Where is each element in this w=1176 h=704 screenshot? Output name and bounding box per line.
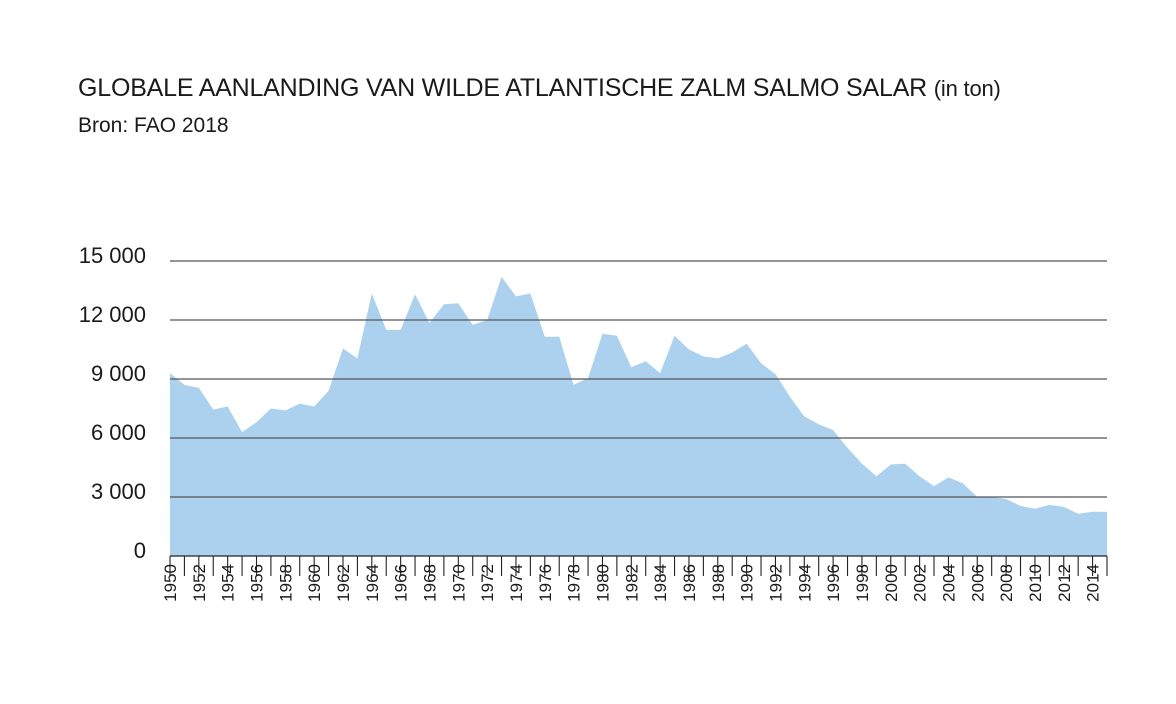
x-tick-label: 2004	[939, 564, 958, 602]
y-tick-label: 12 000	[79, 302, 146, 327]
x-tick-label: 1960	[305, 564, 324, 602]
x-tick-label: 1996	[824, 564, 843, 602]
x-tick-label: 1992	[766, 564, 785, 602]
chart-title-text: GLOBALE AANLANDING VAN WILDE ATLANTISCHE…	[78, 74, 928, 102]
x-tick-label: 1972	[478, 564, 497, 602]
x-tick-label: 1968	[421, 564, 440, 602]
x-tick-label: 1952	[190, 564, 209, 602]
chart-subtitle: Bron: FAO 2018	[78, 114, 229, 137]
x-tick-label: 1974	[507, 564, 526, 602]
x-tick-label: 1950	[161, 564, 180, 602]
chart-title-unit: (in ton)	[933, 76, 1001, 101]
x-tick-label: 2006	[968, 564, 987, 602]
x-tick-label: 1966	[392, 564, 411, 602]
x-tick-label: 1970	[449, 564, 468, 602]
x-tick-label: 1958	[276, 564, 295, 602]
area-layer	[170, 276, 1107, 556]
x-tick-label: 1980	[594, 564, 613, 602]
x-tick-label: 1990	[738, 564, 757, 602]
x-tick-label: 2012	[1055, 564, 1074, 602]
x-tick-label: 1994	[795, 564, 814, 602]
y-tick-label: 15 000	[79, 243, 146, 268]
x-tick-label: 1984	[651, 564, 670, 602]
y-axis: 0 3 000 6 000 9 000 12 000 15 000	[79, 243, 146, 563]
x-tick-label: 1988	[709, 564, 728, 602]
y-tick-label: 0	[134, 538, 146, 563]
y-tick-label: 3 000	[91, 479, 146, 504]
x-tick-label: 1954	[219, 564, 238, 602]
x-tick-label: 2002	[911, 564, 930, 602]
y-tick-label: 9 000	[91, 361, 146, 386]
x-tick-label: 2010	[1026, 564, 1045, 602]
x-tick-label: 1982	[622, 564, 641, 602]
x-tick-label: 2000	[882, 564, 901, 602]
x-tick-label: 1986	[680, 564, 699, 602]
x-tick-label: 1978	[565, 564, 584, 602]
y-tick-label: 6 000	[91, 420, 146, 445]
x-tick-label: 1956	[248, 564, 267, 602]
x-tick-label: 1962	[334, 564, 353, 602]
x-axis: 1950 1952 1954 1956 1958 1960 1962 1964 1966 1968…	[161, 555, 1108, 602]
x-tick-label: 2014	[1084, 564, 1103, 602]
grid-layer	[170, 260, 1107, 498]
chart-title: GLOBALE AANLANDING VAN WILDE ATLANTISCHE…	[78, 74, 1001, 103]
x-tick-label: 1964	[363, 564, 382, 602]
x-tick-label: 2008	[997, 564, 1016, 602]
x-tick-label: 1998	[853, 564, 872, 602]
x-tick-label: 1976	[536, 564, 555, 602]
series-area	[170, 276, 1107, 556]
